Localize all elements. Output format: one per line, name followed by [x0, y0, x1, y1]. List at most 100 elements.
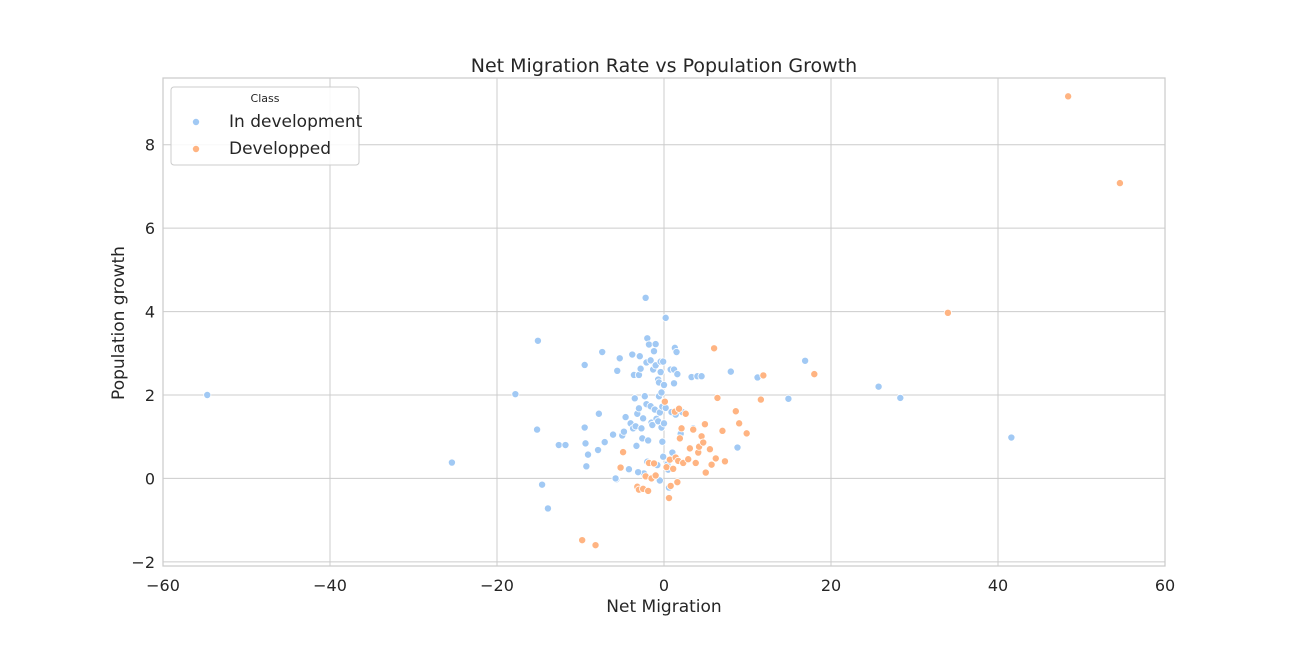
x-tick-label: −60 — [146, 576, 180, 595]
data-point-developped — [677, 424, 686, 433]
data-point-in-development — [641, 293, 650, 302]
data-point-in-development — [660, 419, 669, 428]
data-point-in-development — [636, 364, 645, 373]
data-point-in-development — [615, 354, 624, 363]
data-points — [203, 92, 1124, 550]
y-tick-label: 0 — [145, 469, 155, 488]
chart-title: Net Migration Rate vs Population Growth — [471, 55, 857, 77]
data-point-in-development — [697, 372, 706, 381]
legend-label-developped: Developped — [229, 139, 331, 159]
data-point-in-development — [447, 458, 456, 467]
data-point-in-development — [896, 393, 905, 402]
legend: Class In development Developped — [170, 86, 363, 166]
data-point-developped — [713, 393, 722, 402]
data-point-developped — [1115, 179, 1124, 188]
data-point-in-development — [533, 336, 542, 345]
y-tick-label: 6 — [145, 219, 155, 238]
data-point-in-development — [646, 356, 655, 365]
data-point-in-development — [659, 357, 668, 366]
data-point-developped — [710, 344, 719, 353]
x-axis-label: Net Migration — [606, 597, 721, 617]
data-point-in-development — [582, 462, 591, 471]
data-point-in-development — [637, 424, 646, 433]
data-point-in-development — [1007, 433, 1016, 442]
data-point-in-development — [543, 504, 552, 513]
data-point-developped — [675, 404, 684, 413]
data-point-developped — [644, 486, 653, 495]
data-point-developped — [665, 494, 674, 503]
data-point-in-development — [644, 436, 653, 445]
data-point-developped — [681, 409, 690, 418]
data-point-in-development — [511, 390, 520, 399]
data-point-developped — [619, 448, 628, 457]
data-point-in-development — [733, 443, 742, 452]
data-point-developped — [591, 541, 600, 550]
data-point-in-development — [203, 390, 212, 399]
legend-marker-in-development — [191, 118, 200, 127]
data-point-in-development — [634, 404, 643, 413]
y-tick-label: 4 — [145, 303, 155, 322]
data-point-in-development — [640, 392, 649, 401]
data-point-developped — [691, 458, 700, 467]
data-point-in-development — [660, 380, 669, 389]
y-tick-label: 8 — [145, 136, 155, 155]
data-point-in-development — [634, 468, 643, 477]
data-point-in-development — [561, 441, 570, 450]
data-point-in-development — [613, 366, 622, 375]
data-point-in-development — [580, 423, 589, 432]
data-point-developped — [742, 429, 751, 438]
data-point-developped — [666, 481, 675, 490]
data-point-in-development — [658, 437, 667, 446]
data-point-developped — [720, 457, 729, 466]
data-point-developped — [651, 471, 660, 480]
data-point-developped — [705, 445, 714, 454]
data-point-in-development — [598, 348, 607, 357]
data-point-in-development — [609, 430, 618, 439]
y-tick-label: −2 — [131, 553, 155, 572]
data-point-in-development — [726, 367, 735, 376]
data-point-in-development — [554, 441, 563, 450]
data-point-in-development — [659, 452, 668, 461]
data-point-in-development — [632, 441, 641, 450]
data-point-developped — [810, 370, 819, 379]
data-point-developped — [660, 397, 669, 406]
x-tick-label: −20 — [480, 576, 514, 595]
data-point-developped — [685, 444, 694, 453]
data-point-developped — [669, 464, 678, 473]
data-point-in-development — [672, 348, 681, 357]
data-point-developped — [711, 454, 720, 463]
data-point-developped — [675, 434, 684, 443]
data-point-in-development — [533, 425, 542, 434]
data-point-in-development — [639, 414, 648, 423]
x-tick-label: 0 — [659, 576, 669, 595]
data-point-in-development — [538, 480, 547, 489]
y-tick-label: 2 — [145, 386, 155, 405]
data-point-in-development — [635, 352, 644, 361]
data-point-in-development — [644, 340, 653, 349]
data-point-developped — [616, 463, 625, 472]
data-point-in-development — [801, 356, 810, 365]
data-point-developped — [662, 463, 671, 472]
data-point-developped — [684, 455, 693, 464]
data-point-developped — [689, 425, 698, 434]
data-point-in-development — [581, 439, 590, 448]
data-point-developped — [700, 420, 709, 429]
data-point-developped — [731, 407, 740, 416]
data-point-in-development — [619, 427, 628, 436]
data-point-developped — [735, 419, 744, 428]
data-point-in-development — [611, 474, 620, 483]
data-point-developped — [756, 395, 765, 404]
data-point-developped — [759, 371, 768, 380]
y-axis-label: Population growth — [109, 246, 129, 400]
data-point-in-development — [584, 450, 593, 459]
data-point-in-development — [594, 409, 603, 418]
data-point-developped — [701, 468, 710, 477]
data-point-in-development — [580, 360, 589, 369]
data-point-in-development — [651, 340, 660, 349]
data-point-developped — [718, 426, 727, 435]
data-point-in-development — [624, 465, 633, 474]
data-point-in-development — [657, 388, 666, 397]
data-point-in-development — [661, 313, 670, 322]
